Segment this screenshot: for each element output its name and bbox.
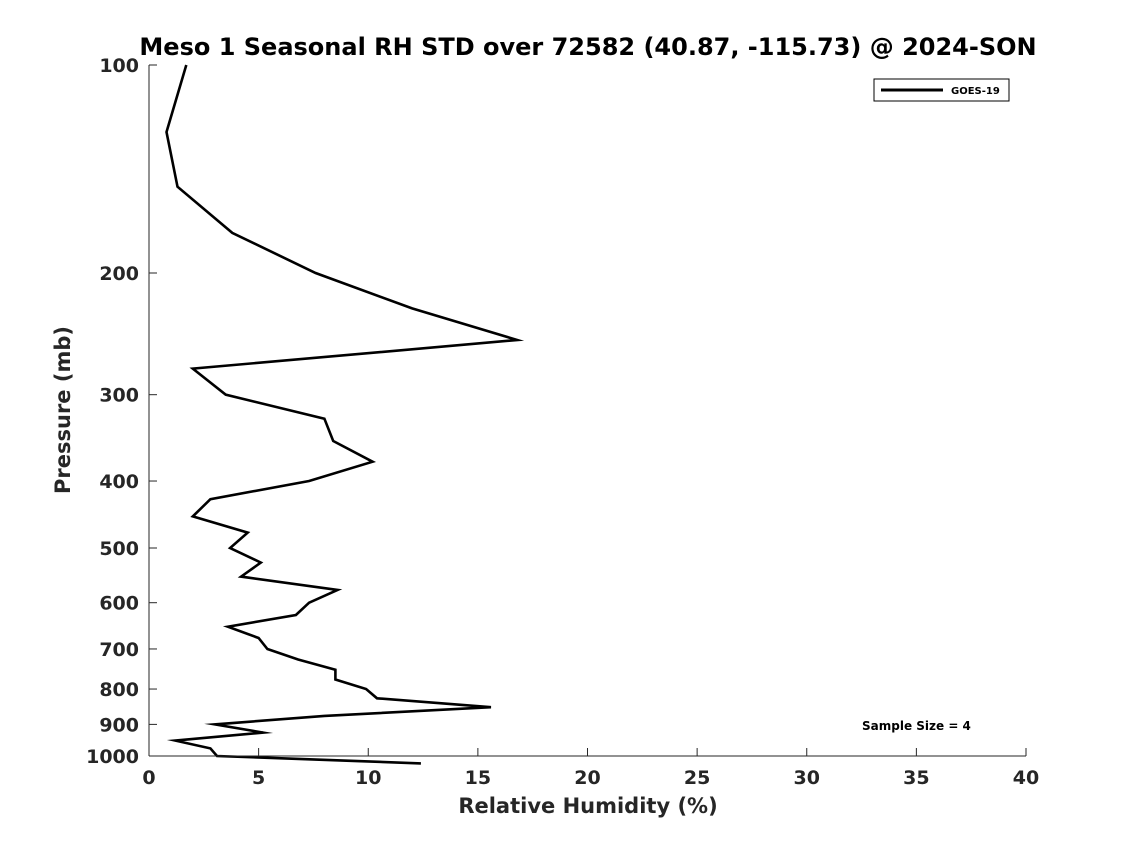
legend: GOES-19 [873, 78, 1010, 102]
y-tick-label-100: 100 [99, 55, 139, 77]
sample-size-annotation: Sample Size = 4 [862, 719, 971, 733]
x-tick-label-5: 5 [252, 767, 265, 789]
legend-label-goes-19: GOES-19 [951, 86, 1000, 97]
x-tick-label-20: 20 [574, 767, 600, 789]
x-tick-label-40: 40 [1013, 767, 1039, 789]
y-tick-label-200: 200 [99, 263, 139, 285]
y-tick-label-300: 300 [99, 385, 139, 407]
x-tick-label-30: 30 [794, 767, 820, 789]
x-tick-label-35: 35 [903, 767, 929, 789]
x-axis: 0 5 10 15 20 25 30 35 40 [142, 748, 1039, 789]
x-tick-label-10: 10 [355, 767, 381, 789]
series-line-goes-19 [165, 64, 525, 765]
y-tick-label-800: 800 [99, 679, 139, 701]
x-tick-label-25: 25 [684, 767, 710, 789]
y-tick-label-1000: 1000 [86, 746, 139, 768]
chart-title: Meso 1 Seasonal RH STD over 72582 (40.87… [139, 33, 1036, 61]
y-tick-label-900: 900 [99, 714, 139, 736]
x-tick-label-0: 0 [142, 767, 155, 789]
y-tick-label-400: 400 [99, 471, 139, 493]
y-tick-label-700: 700 [99, 639, 139, 661]
y-axis-label: Pressure (mb) [51, 326, 75, 494]
x-tick-label-15: 15 [465, 767, 491, 789]
y-axis: 100 200 300 400 500 600 700 800 900 1000 [86, 55, 157, 768]
plot-area [165, 64, 525, 765]
x-axis-label: Relative Humidity (%) [458, 794, 717, 818]
y-tick-label-600: 600 [99, 593, 139, 615]
y-tick-label-500: 500 [99, 538, 139, 560]
